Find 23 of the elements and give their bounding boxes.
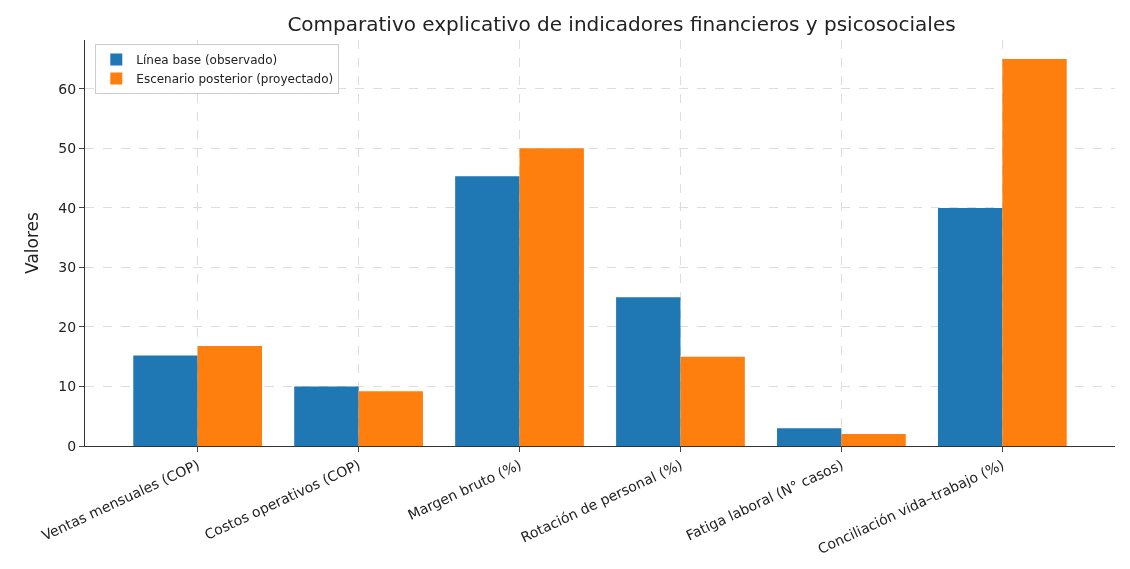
y-axis-title: Valores: [21, 211, 42, 274]
legend-label: Línea base (observado): [136, 53, 278, 68]
y-tick-label: 30: [58, 259, 77, 276]
bar: [455, 176, 520, 446]
y-tick-label: 50: [58, 140, 77, 157]
bar: [133, 355, 198, 446]
bar: [519, 148, 584, 446]
bar: [294, 386, 359, 446]
bar: [197, 345, 263, 446]
legend-label: Escenario posterior (proyectado): [136, 72, 334, 87]
y-tick-label: 40: [58, 199, 77, 216]
y-tick-label: 10: [58, 378, 77, 395]
bar: [841, 434, 906, 446]
bar: [358, 391, 423, 446]
y-tick-label: 20: [58, 318, 77, 335]
bar: [777, 428, 842, 446]
bar: [616, 297, 681, 446]
bar: [937, 207, 1003, 446]
bar: [680, 356, 745, 446]
bar: [1002, 59, 1067, 446]
y-tick-label: 60: [58, 80, 77, 97]
chart-title: Comparativo explicativo de indicadores financieros y psicosociales: [287, 12, 956, 37]
y-tick-label: 0: [67, 437, 77, 454]
